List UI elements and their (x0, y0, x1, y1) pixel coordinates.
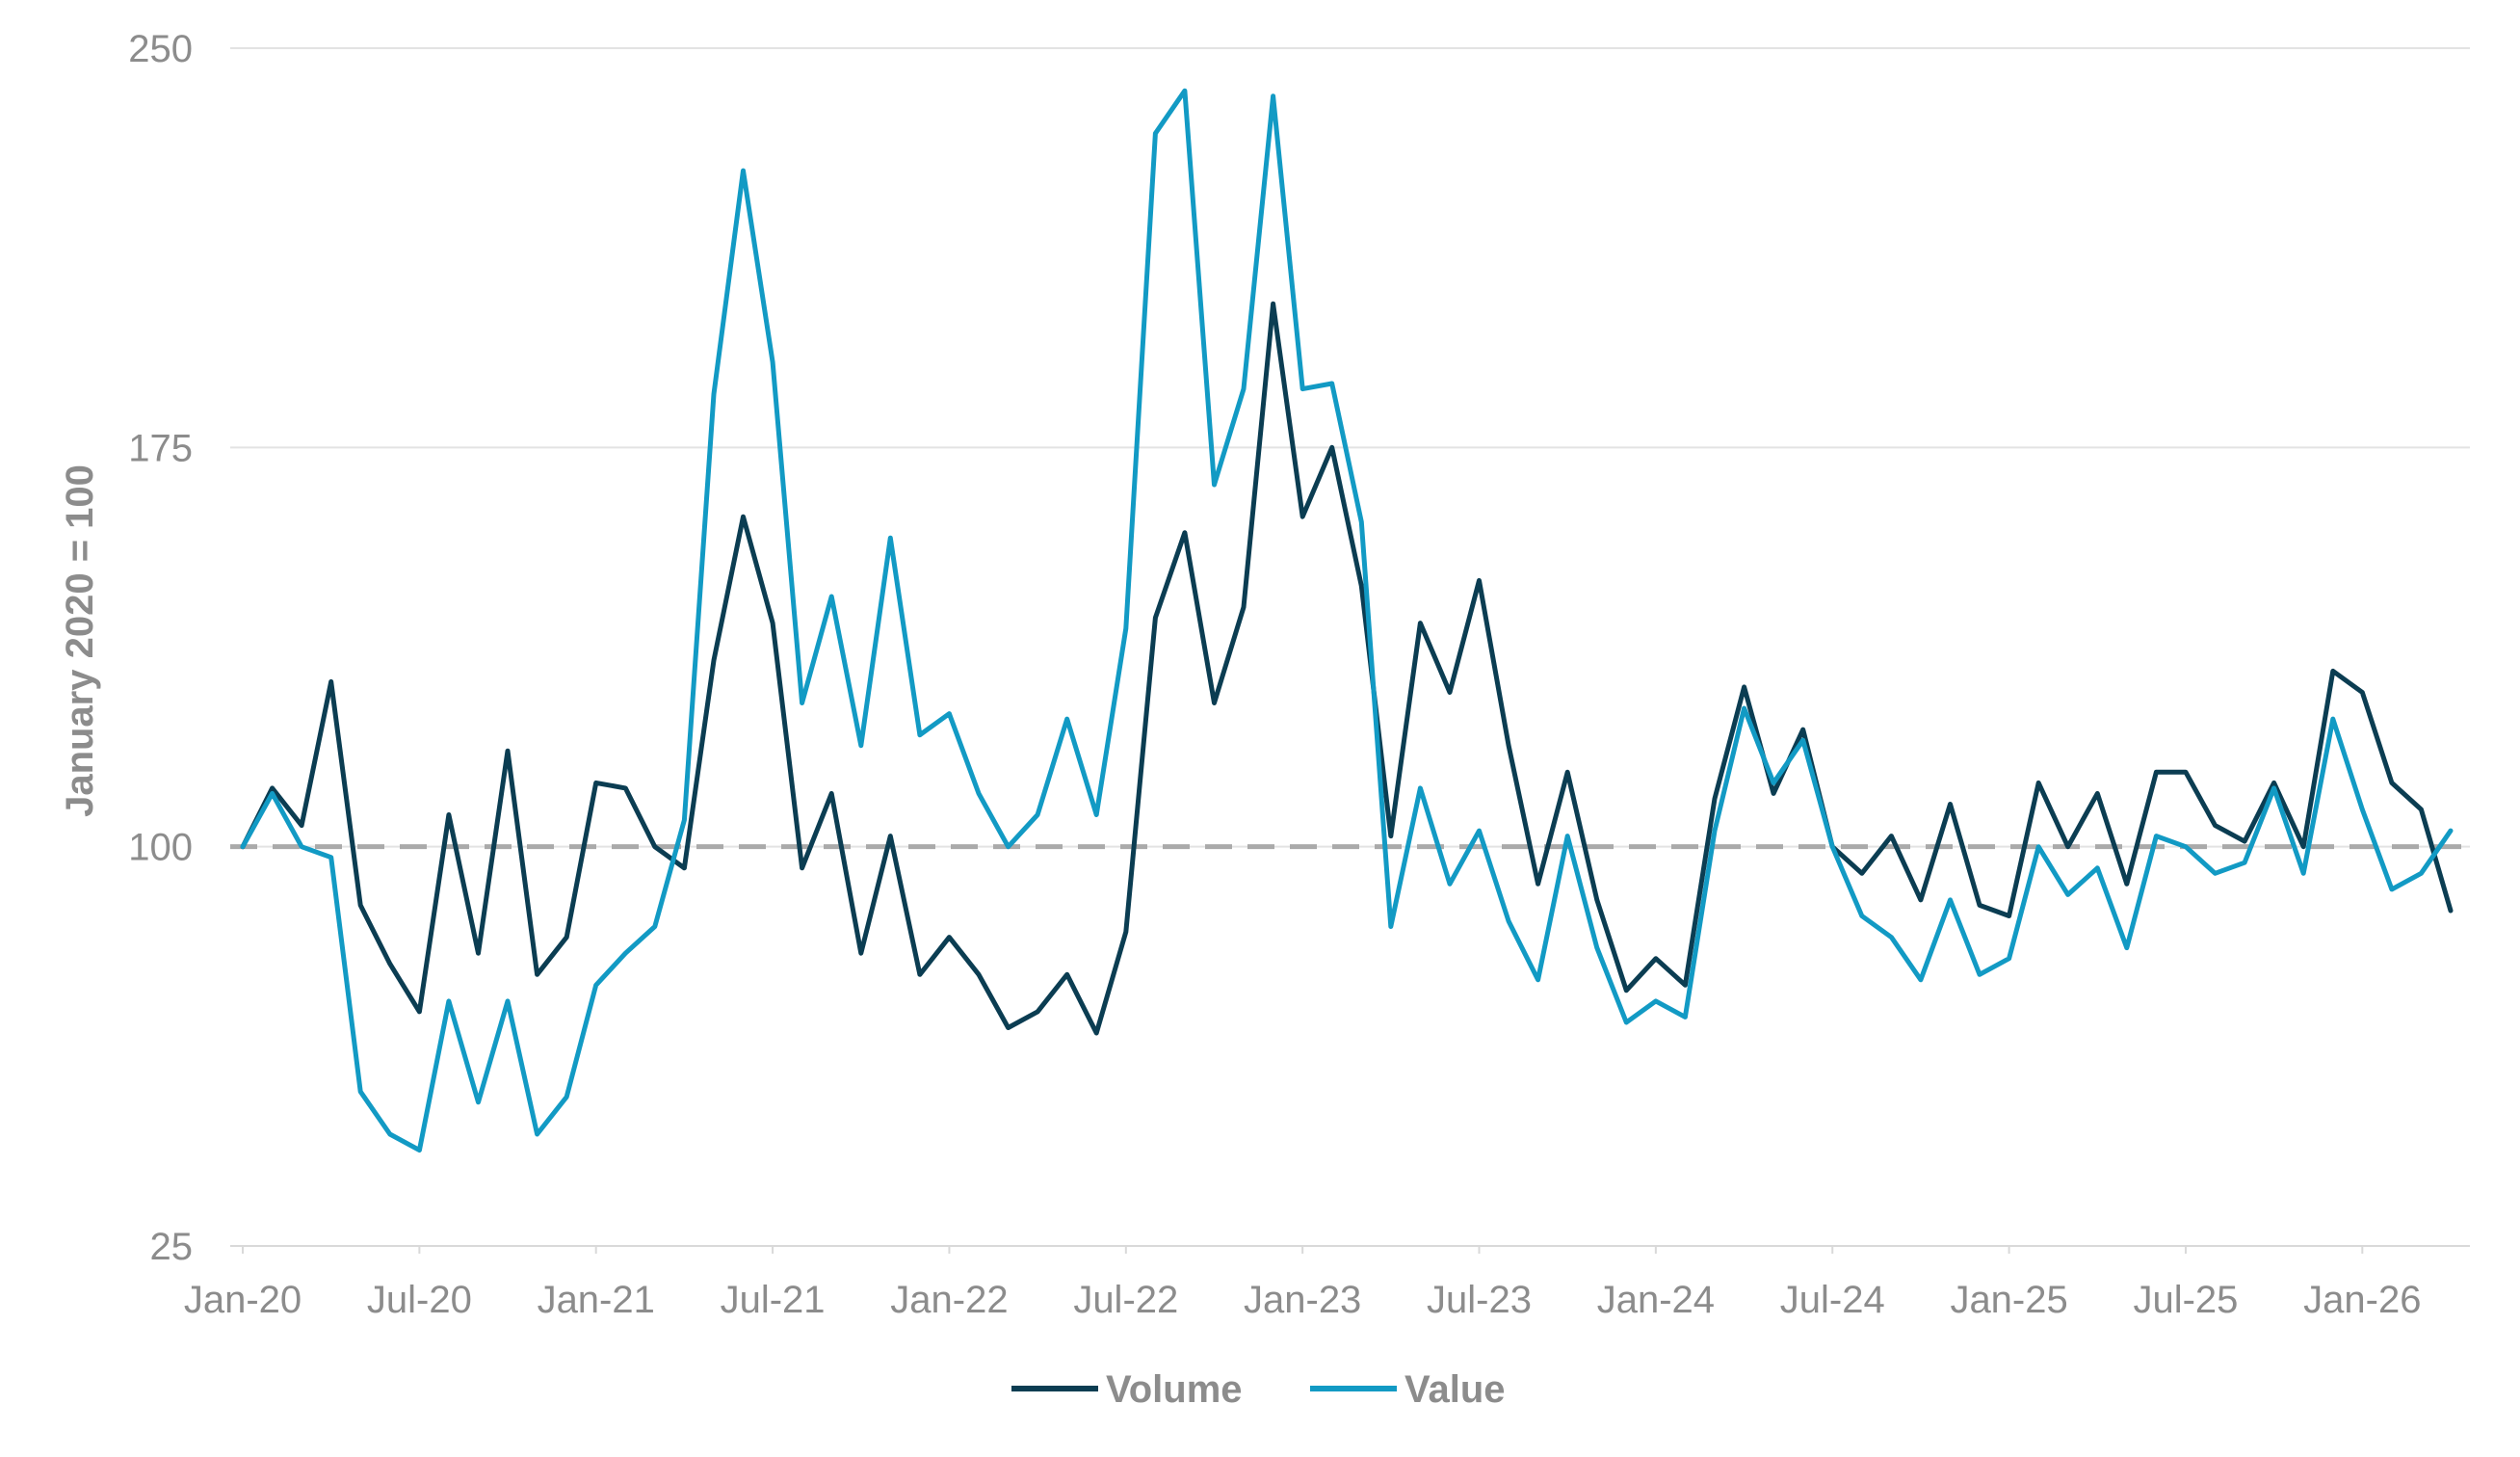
legend-item-value: Value (1310, 1368, 1506, 1411)
x-tick-label: Jan-23 (1244, 1279, 1361, 1321)
y-axis-label: January 2020 = 100 (59, 464, 101, 817)
legend-label: Value (1404, 1368, 1506, 1411)
gridlines (230, 47, 2470, 848)
legend-label: Volume (1106, 1368, 1243, 1411)
y-tick-label: 100 (128, 827, 193, 869)
x-axis-tick-marks (242, 1246, 2364, 1254)
x-tick-label: Jul-23 (1427, 1279, 1532, 1321)
x-tick-label: Jan-20 (184, 1279, 302, 1321)
x-tick-label: Jul-24 (1780, 1279, 1885, 1321)
legend: Volume Value (1011, 1368, 1506, 1411)
x-axis-tick-labels: Jan-20 Jul-20 Jan-21 Jul-21 Jan-22 Jul-22 Jan-… (184, 1279, 2422, 1321)
x-tick-label: Jul-22 (1073, 1279, 1178, 1321)
x-tick-label: Jul-20 (367, 1279, 472, 1321)
y-axis-tick-labels: 25 100 175 250 (128, 28, 193, 1268)
series-line-value (240, 88, 2454, 1153)
y-tick-label: 25 (150, 1226, 194, 1268)
y-tick-label: 175 (128, 427, 193, 469)
x-tick-label: Jul-25 (2133, 1279, 2238, 1321)
series-line-volume (240, 301, 2454, 1036)
x-tick-label: Jul-21 (721, 1279, 826, 1321)
y-tick-label: 250 (128, 28, 193, 70)
x-tick-label: Jan-25 (1950, 1279, 2067, 1321)
series-lines (240, 88, 2454, 1153)
x-tick-label: Jan-22 (890, 1279, 1008, 1321)
x-tick-label: Jan-21 (538, 1279, 655, 1321)
x-tick-label: Jan-24 (1597, 1279, 1715, 1321)
x-tick-label: Jan-26 (2303, 1279, 2421, 1321)
legend-item-volume: Volume (1011, 1368, 1243, 1411)
